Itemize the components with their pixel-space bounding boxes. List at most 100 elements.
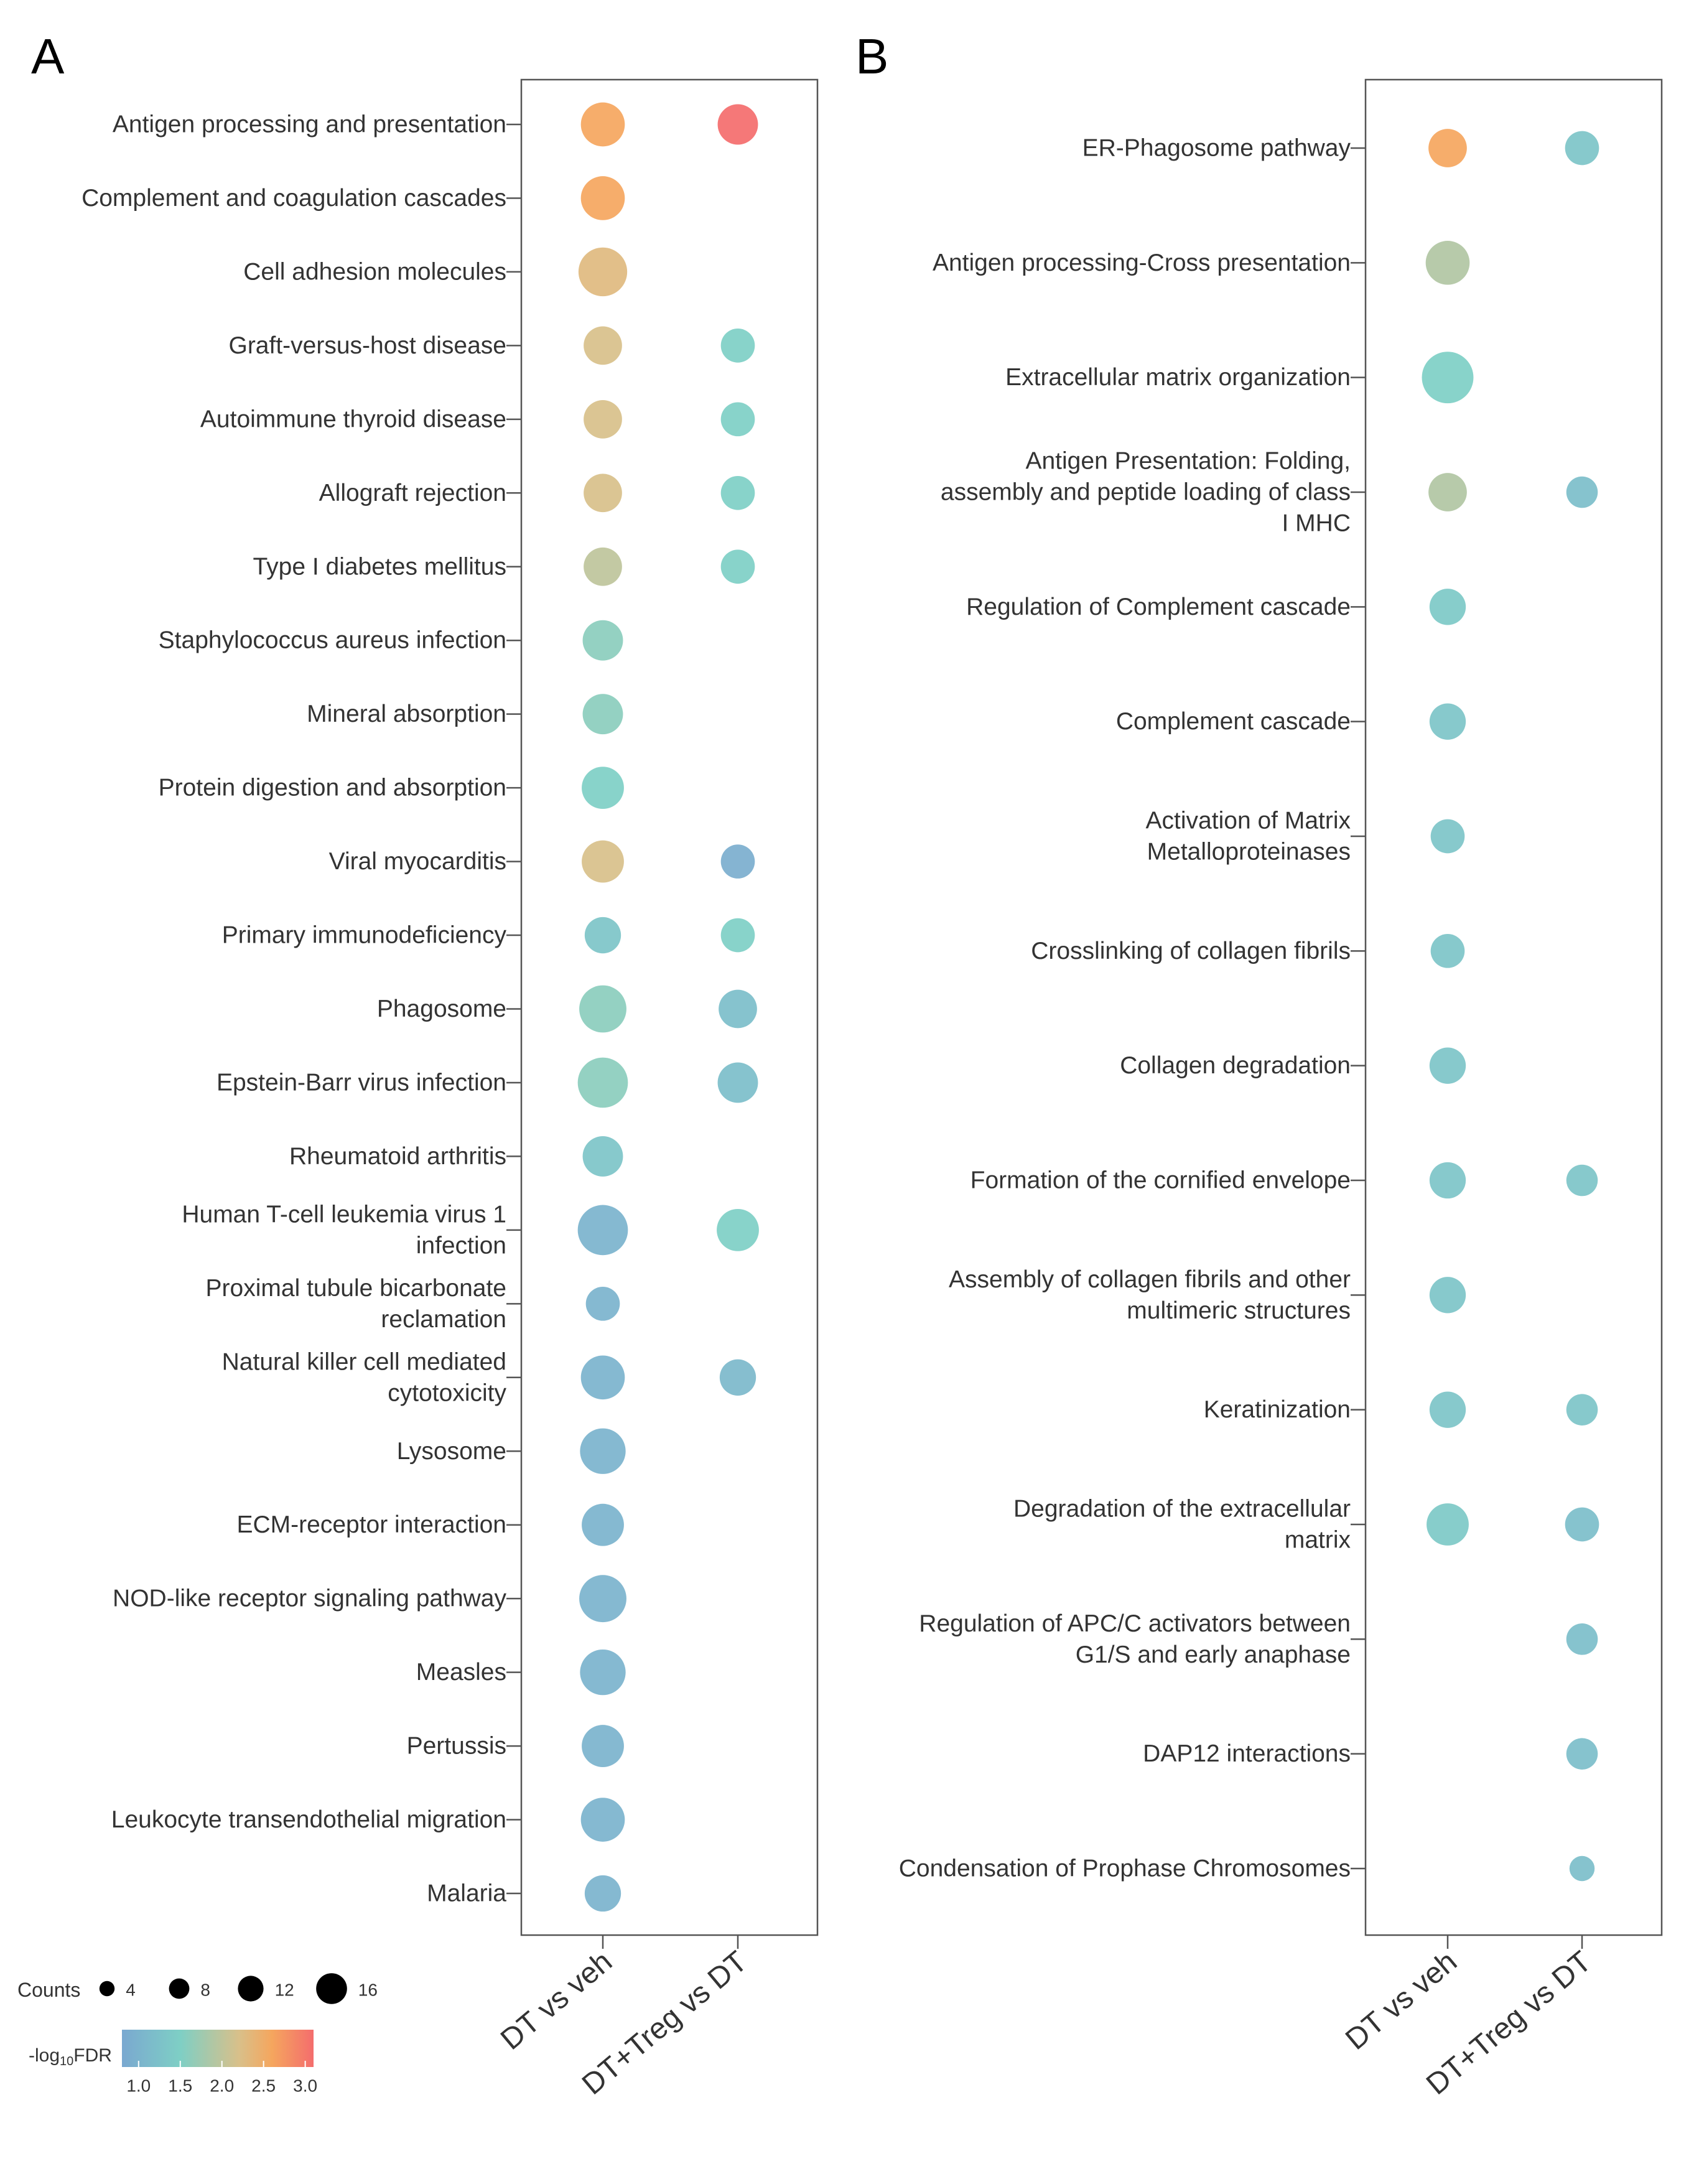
- pathway-label: ER-Phagosome pathway: [1082, 135, 1351, 162]
- data-point: [720, 918, 755, 953]
- data-point: [1566, 1623, 1598, 1655]
- legend-size-dot: [169, 1978, 190, 1999]
- data-point: [1565, 1507, 1599, 1542]
- data-point: [1566, 1394, 1598, 1426]
- pathway-label: Antigen processing and presentation: [113, 111, 506, 138]
- pathway-label: Allograft rejection: [319, 480, 506, 506]
- data-point: [1428, 129, 1467, 167]
- legend-size-dot: [238, 1976, 264, 2002]
- data-point: [717, 1062, 758, 1103]
- data-point: [1430, 934, 1465, 968]
- pathway-label: Regulation of APC/C activators between: [919, 1610, 1351, 1637]
- pathway-label: Metalloproteinases: [1147, 839, 1351, 866]
- pathway-label: Natural killer cell mediated: [222, 1348, 506, 1375]
- data-point: [1566, 1738, 1598, 1770]
- data-point: [717, 1208, 759, 1251]
- data-point: [1429, 589, 1466, 625]
- data-point: [584, 399, 622, 439]
- data-point: [717, 104, 758, 145]
- pathway-label: Proximal tubule bicarbonate: [206, 1275, 506, 1302]
- pathway-label: assembly and peptide loading of class: [941, 479, 1351, 506]
- pathway-label: Graft-versus-host disease: [228, 332, 506, 359]
- data-point: [1422, 352, 1474, 404]
- data-point: [580, 102, 625, 147]
- pathway-label: Protein digestion and absorption: [159, 775, 506, 801]
- pathway-label: cytotoxicity: [388, 1379, 506, 1406]
- pathway-label: Measles: [416, 1659, 506, 1686]
- data-point: [585, 1287, 620, 1321]
- data-point: [584, 474, 622, 513]
- data-point: [1569, 1855, 1595, 1882]
- legend-color-tick-label: 3.0: [293, 2076, 317, 2096]
- pathway-label: Assembly of collagen fibrils and other: [949, 1266, 1351, 1293]
- pathway-label: Keratinization: [1204, 1396, 1351, 1423]
- legend-fdr-title: -log10FDR: [29, 2045, 112, 2069]
- data-point: [720, 402, 755, 437]
- pathway-label: multimeric structures: [1127, 1297, 1351, 1324]
- legend-size-label: 4: [126, 1981, 136, 2000]
- pathway-label: Lysosome: [397, 1438, 506, 1465]
- pathway-label: Phagosome: [377, 996, 506, 1022]
- pathway-label: reclamation: [381, 1306, 506, 1333]
- data-point: [719, 1359, 756, 1396]
- data-point: [1428, 473, 1467, 511]
- data-point: [1429, 1277, 1466, 1314]
- legend: Counts 4 8 12 16 -log10FDR 1.0 1.5 2.0 2.5 3.0: [17, 1973, 378, 2096]
- panel-label-a: A: [31, 29, 65, 84]
- panel-label-b: B: [855, 29, 888, 84]
- legend-counts-title: Counts: [17, 1979, 80, 2001]
- pathway-label: Degradation of the extracellular: [1013, 1496, 1351, 1523]
- data-point: [1565, 131, 1599, 166]
- pathway-label: Formation of the cornified envelope: [971, 1167, 1351, 1194]
- legend-size-label: 8: [200, 1981, 210, 2000]
- pathway-label: Activation of Matrix: [1146, 808, 1351, 834]
- pathway-label: Human T-cell leukemia virus 1: [182, 1201, 506, 1228]
- data-point: [580, 1798, 625, 1842]
- legend-size-dot: [99, 1981, 115, 1997]
- data-point: [719, 989, 757, 1029]
- legend-size-label: 12: [275, 1981, 294, 2000]
- data-point: [582, 767, 624, 810]
- data-point: [582, 1136, 623, 1177]
- data-point: [577, 1205, 628, 1256]
- data-point: [580, 1355, 625, 1400]
- pathway-label: Collagen degradation: [1120, 1052, 1351, 1079]
- data-point: [584, 917, 621, 954]
- data-point: [577, 1057, 628, 1108]
- data-point: [1566, 1164, 1598, 1197]
- pathway-label: Autoimmune thyroid disease: [200, 406, 506, 432]
- pathway-label: matrix: [1285, 1527, 1351, 1554]
- pathway-label: Leukocyte transendothelial migration: [111, 1806, 506, 1833]
- data-point: [584, 326, 622, 365]
- pathway-label: Epstein-Barr virus infection: [216, 1069, 506, 1096]
- data-point: [1429, 1162, 1466, 1199]
- pathway-label: Regulation of Complement cascade: [966, 594, 1351, 620]
- data-point: [580, 176, 625, 220]
- pathway-label: Crosslinking of collagen fibrils: [1031, 938, 1351, 964]
- data-point: [1566, 476, 1598, 508]
- data-point: [582, 840, 624, 883]
- pathway-label: Antigen Presentation: Folding,: [1025, 448, 1351, 475]
- data-point: [1430, 819, 1465, 854]
- data-point: [1429, 1047, 1466, 1084]
- panel-b-plot: ER-Phagosome pathway Antigen processing-C…: [899, 78, 1663, 2101]
- pathway-label: infection: [416, 1232, 506, 1259]
- pathway-label: Primary immunodeficiency: [222, 922, 507, 949]
- pathway-label: Complement and coagulation cascades: [81, 185, 506, 212]
- legend-color-tick-label: 2.5: [251, 2076, 276, 2096]
- pathway-label: ECM-receptor interaction: [237, 1511, 507, 1538]
- data-point: [1429, 1391, 1466, 1428]
- legend-color-tick-label: 1.5: [168, 2076, 192, 2096]
- pathway-label: DAP12 interactions: [1143, 1740, 1351, 1767]
- pathway-label: NOD-like receptor signaling pathway: [113, 1585, 506, 1612]
- legend-size-dot: [316, 1973, 347, 2004]
- legend-color-tick-label: 2.0: [210, 2076, 234, 2096]
- data-point: [1427, 1503, 1469, 1546]
- data-point: [720, 475, 755, 510]
- pathway-label: Malaria: [427, 1880, 506, 1907]
- pathway-label: Viral myocarditis: [329, 848, 506, 875]
- pathway-label: Mineral absorption: [307, 701, 506, 727]
- data-point: [582, 694, 623, 735]
- panel-a-plot: Antigen processing and presentation Compl…: [81, 78, 819, 2101]
